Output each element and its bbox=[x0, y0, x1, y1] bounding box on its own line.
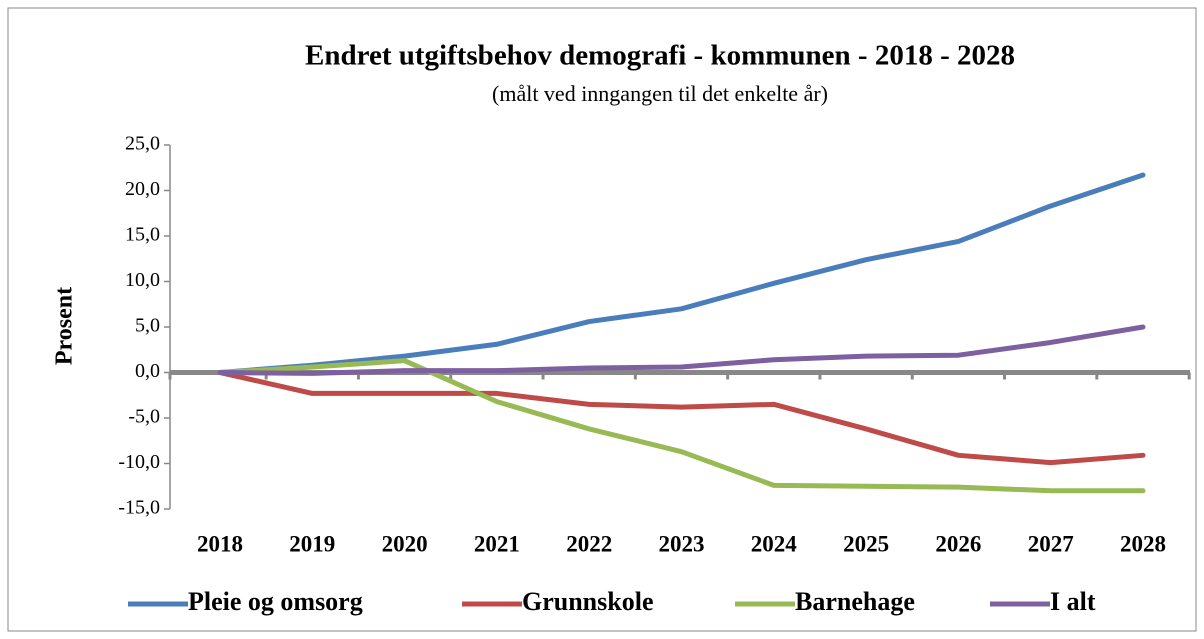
y-tick-label: 15,0 bbox=[125, 224, 160, 246]
x-tick-label: 2028 bbox=[1120, 531, 1166, 556]
x-tick-label: 2024 bbox=[751, 531, 798, 556]
y-axis-label: Prosent bbox=[52, 287, 78, 365]
y-tick-label: -5,0 bbox=[128, 406, 160, 428]
legend-label: Grunnskole bbox=[522, 587, 654, 616]
x-tick-label: 2020 bbox=[382, 531, 428, 556]
chart-subtitle: (målt ved inngangen til det enkelte år) bbox=[492, 81, 828, 106]
y-tick-label: -10,0 bbox=[118, 451, 160, 473]
x-tick-label: 2023 bbox=[659, 531, 705, 556]
y-tick-label: 25,0 bbox=[125, 133, 160, 155]
series-line bbox=[217, 172, 1146, 375]
x-tick-label: 2026 bbox=[935, 531, 981, 556]
series-line bbox=[217, 358, 1146, 494]
series-line bbox=[217, 324, 1146, 376]
x-tick-label: 2019 bbox=[289, 531, 335, 556]
x-tick-label: 2027 bbox=[1028, 531, 1074, 556]
legend-label: Barnehage bbox=[795, 587, 915, 616]
x-tick-label: 2021 bbox=[474, 531, 520, 556]
legend-label: Pleie og omsorg bbox=[188, 587, 363, 616]
x-tick-label: 2018 bbox=[197, 531, 243, 556]
y-tick-label: 20,0 bbox=[125, 178, 160, 200]
y-tick-label: 10,0 bbox=[125, 269, 160, 291]
y-tick-label: -15,0 bbox=[118, 497, 160, 519]
x-tick-label: 2025 bbox=[843, 531, 889, 556]
y-tick-label: 0,0 bbox=[135, 360, 160, 382]
y-tick-label: 5,0 bbox=[135, 315, 160, 337]
legend-label: I alt bbox=[1050, 587, 1096, 616]
chart-title: Endret utgiftsbehov demografi - kommunen… bbox=[305, 40, 1015, 72]
series-line bbox=[217, 370, 1146, 466]
x-tick-label: 2022 bbox=[566, 531, 612, 556]
